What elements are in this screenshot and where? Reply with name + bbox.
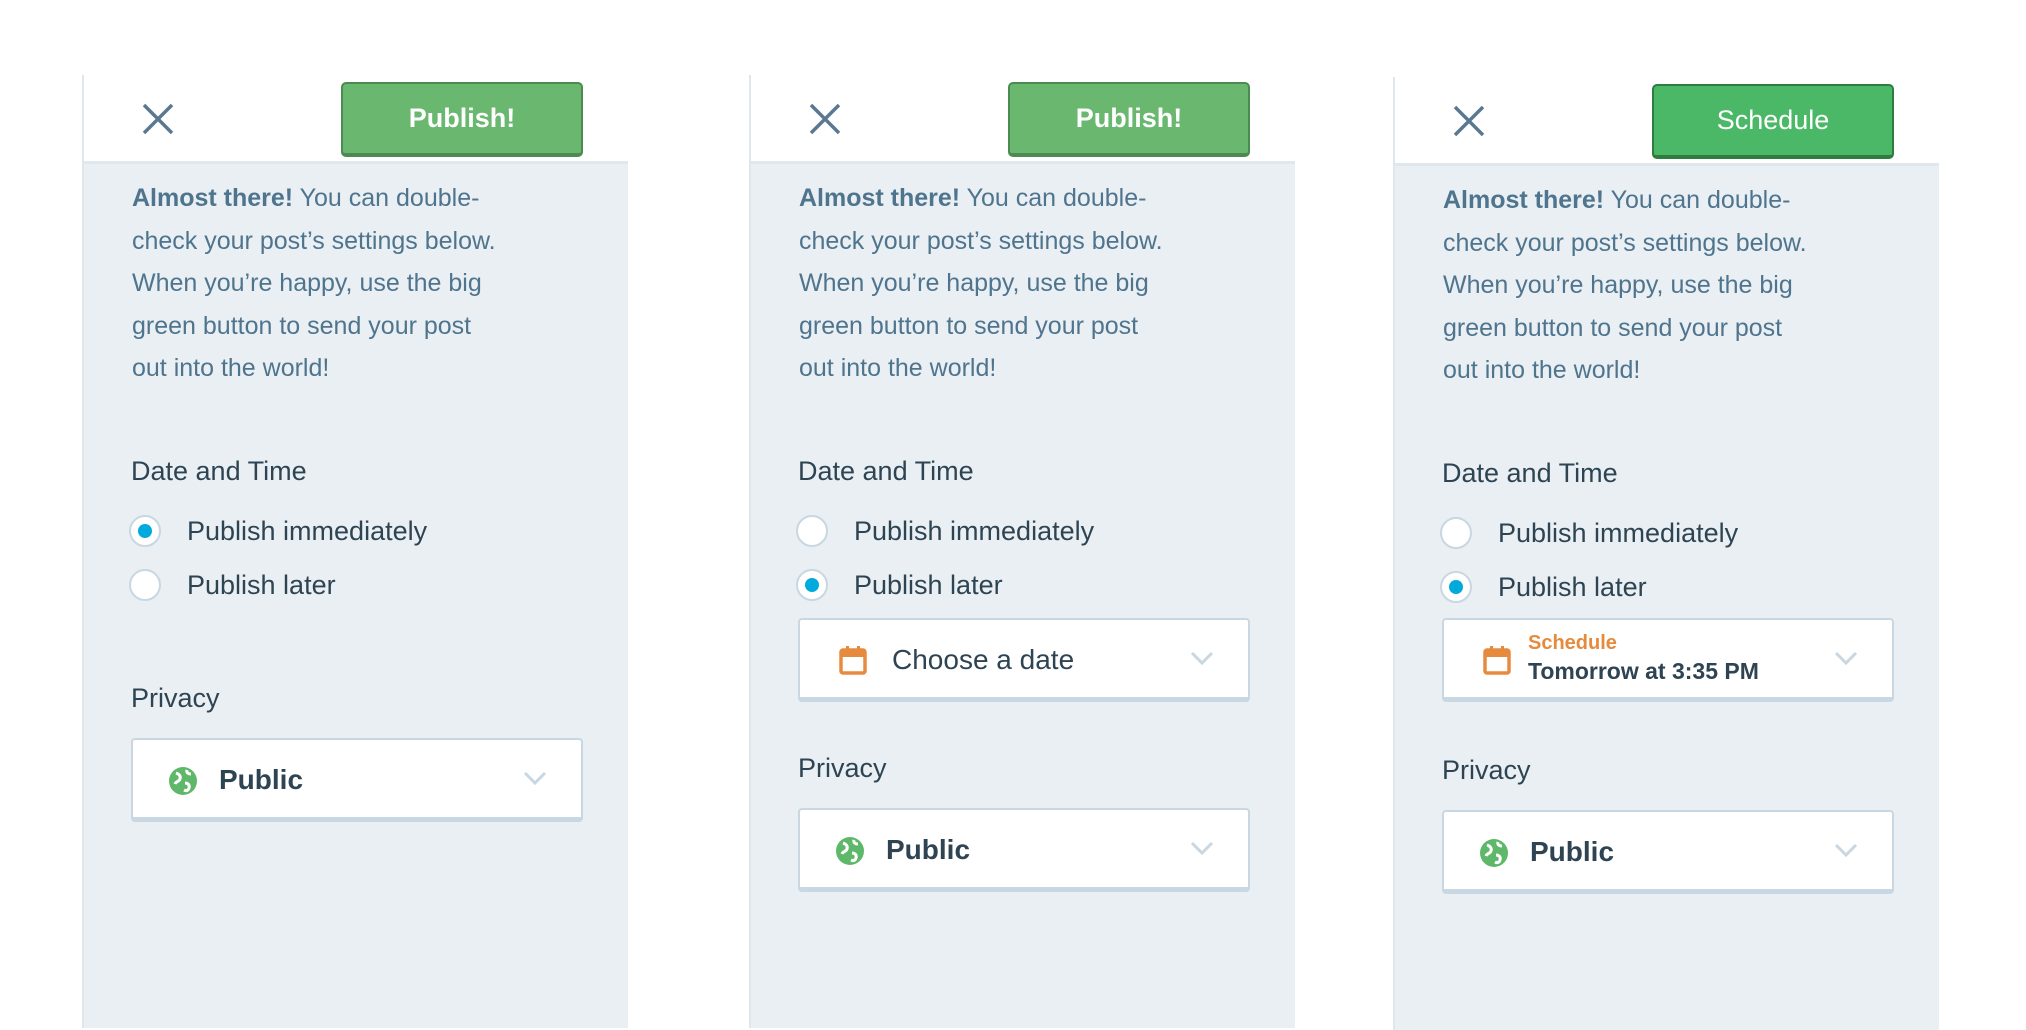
panel-header: Schedule: [1395, 77, 1939, 166]
intro-line: out into the world!: [1443, 356, 1641, 384]
close-icon[interactable]: [807, 101, 843, 137]
radio-unchecked-icon[interactable]: [129, 569, 161, 601]
radio-publish-later[interactable]: Publish later: [129, 569, 336, 601]
privacy-value: Public: [886, 834, 971, 865]
intro-line: You can double-: [960, 184, 1147, 212]
close-icon[interactable]: [1451, 103, 1487, 139]
radio-publish-later[interactable]: Publish later: [796, 569, 1003, 601]
intro-line: When you’re happy, use the big: [1443, 271, 1793, 299]
intro-text: Almost there! You can double- check your…: [132, 177, 612, 390]
chevron-down-icon: [523, 771, 547, 786]
intro-bold: Almost there!: [799, 184, 961, 212]
intro-line: check your post’s settings below.: [799, 226, 1163, 255]
panel-header: Publish!: [751, 75, 1295, 164]
chevron-down-icon: [1190, 651, 1214, 666]
chevron-down-icon: [1190, 841, 1214, 856]
intro-line: When you’re happy, use the big: [132, 269, 482, 297]
intro-line: You can double-: [293, 184, 480, 212]
publish-panel-immediate: Publish! Almost there! You can double- c…: [82, 75, 628, 1028]
globe-icon: [1480, 839, 1508, 867]
globe-icon: [169, 767, 197, 795]
privacy-label: Privacy: [798, 753, 887, 783]
panel-header: Publish!: [84, 75, 628, 164]
calendar-icon: [839, 646, 867, 675]
publish-panel-later: Publish! Almost there! You can double- c…: [749, 75, 1295, 1028]
intro-line: green button to send your post: [132, 311, 472, 340]
privacy-select[interactable]: Public: [131, 738, 583, 822]
schedule-button[interactable]: Schedule: [1652, 84, 1894, 159]
intro-line: check your post’s settings below.: [1443, 228, 1807, 257]
calendar-icon: [1483, 646, 1511, 675]
radio-publish-later[interactable]: Publish later: [1440, 571, 1647, 603]
date-picker-value: Choose a date: [892, 644, 1075, 675]
intro-line: green button to send your post: [1443, 313, 1783, 342]
privacy-value: Public: [1530, 836, 1615, 867]
date-time-label: Date and Time: [131, 456, 307, 486]
privacy-select[interactable]: Public: [798, 808, 1250, 892]
radio-checked-icon[interactable]: [1440, 571, 1472, 603]
close-icon[interactable]: [140, 101, 176, 137]
date-time-label: Date and Time: [1442, 458, 1618, 488]
publish-button[interactable]: Publish!: [1008, 82, 1250, 157]
chevron-down-icon: [1834, 651, 1858, 666]
radio-publish-immediately[interactable]: Publish immediately: [129, 515, 427, 547]
privacy-label: Privacy: [131, 683, 220, 713]
schedule-panel: Schedule Almost there! You can double- c…: [1393, 77, 1939, 1030]
intro-line: When you’re happy, use the big: [799, 269, 1149, 297]
intro-line: out into the world!: [799, 354, 997, 382]
intro-line: green button to send your post: [799, 311, 1139, 340]
radio-label: Publish later: [854, 569, 1003, 600]
intro-line: check your post’s settings below.: [132, 226, 496, 255]
radio-checked-icon[interactable]: [796, 569, 828, 601]
privacy-value: Public: [219, 764, 304, 795]
intro-line: You can double-: [1604, 186, 1791, 214]
radio-label: Publish later: [1498, 571, 1647, 602]
intro-bold: Almost there!: [132, 184, 294, 212]
intro-bold: Almost there!: [1443, 186, 1605, 214]
radio-label: Publish immediately: [1498, 517, 1739, 548]
radio-label: Publish immediately: [854, 515, 1095, 546]
date-time-label: Date and Time: [798, 456, 974, 486]
radio-label: Publish later: [187, 569, 336, 600]
intro-text: Almost there! You can double- check your…: [1443, 179, 1923, 392]
schedule-date-value: Tomorrow at 3:35 PM: [1528, 658, 1759, 684]
chevron-down-icon: [1834, 843, 1858, 858]
date-picker[interactable]: Choose a date: [798, 618, 1250, 702]
privacy-label: Privacy: [1442, 755, 1531, 785]
intro-line: out into the world!: [132, 354, 330, 382]
schedule-label: Schedule: [1528, 632, 1617, 654]
radio-publish-immediately[interactable]: Publish immediately: [796, 515, 1094, 547]
radio-unchecked-icon[interactable]: [1440, 517, 1472, 549]
radio-publish-immediately[interactable]: Publish immediately: [1440, 517, 1738, 549]
radio-checked-icon[interactable]: [129, 515, 161, 547]
radio-unchecked-icon[interactable]: [796, 515, 828, 547]
radio-label: Publish immediately: [187, 515, 428, 546]
publish-button[interactable]: Publish!: [341, 82, 583, 157]
privacy-select[interactable]: Public: [1442, 810, 1894, 894]
intro-text: Almost there! You can double- check your…: [799, 177, 1279, 390]
globe-icon: [836, 837, 864, 865]
date-picker[interactable]: Schedule Tomorrow at 3:35 PM: [1442, 618, 1894, 702]
